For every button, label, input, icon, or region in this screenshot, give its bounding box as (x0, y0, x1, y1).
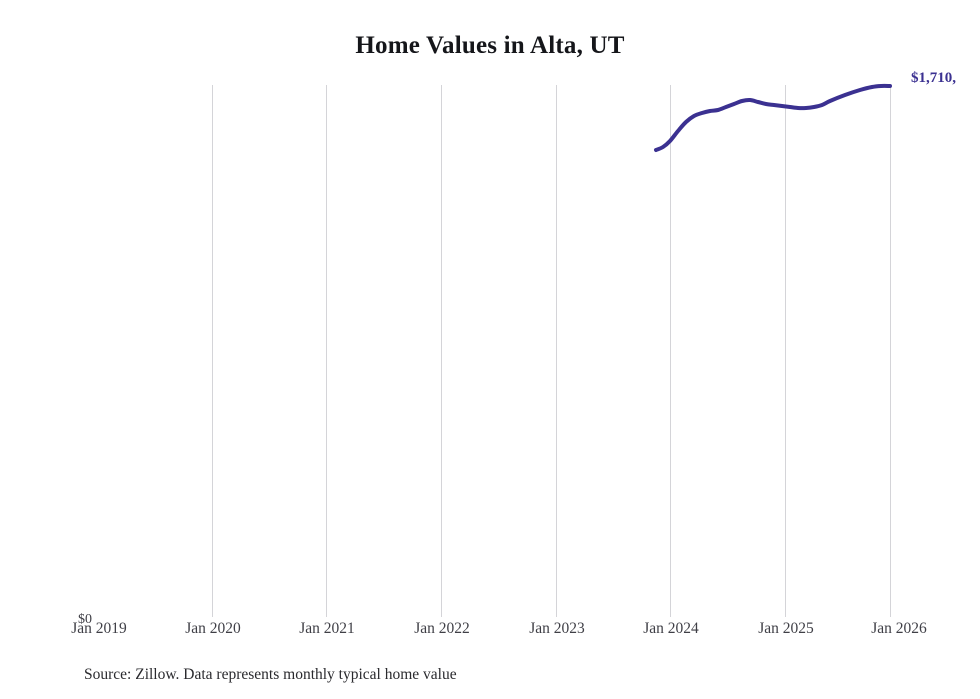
gridline-jan-2021 (326, 85, 327, 617)
gridline-jan-2023 (556, 85, 557, 617)
gridline-jan-2022 (441, 85, 442, 617)
gridline-jan-2020 (212, 85, 213, 617)
source-note: Source: Zillow. Data represents monthly … (84, 666, 457, 683)
x-tick-label-jan-2022: Jan 2022 (414, 620, 470, 637)
gridline-jan-2026 (890, 85, 891, 617)
series-path (654, 83, 892, 152)
x-tick-label-jan-2023: Jan 2023 (529, 620, 585, 637)
x-tick-label-jan-2025: Jan 2025 (758, 620, 814, 637)
y-tick-label-0: $0 (78, 612, 92, 627)
x-tick-label-jan-2026: Jan 2026 (871, 620, 927, 637)
x-tick-label-jan-2024: Jan 2024 (643, 620, 699, 637)
x-tick-label-jan-2020: Jan 2020 (185, 620, 241, 637)
plot-area (98, 83, 930, 617)
chart-title: Home Values in Alta, UT (355, 32, 625, 59)
endpoint-value-label: $1,710, (911, 70, 956, 86)
series-line-typical-home-value (654, 83, 892, 152)
gridline-jan-2025 (785, 85, 786, 617)
gridline-jan-2024 (670, 85, 671, 617)
x-tick-label-jan-2021: Jan 2021 (299, 620, 355, 637)
x-tick-label-jan-2019: Jan 2019 (71, 620, 127, 637)
